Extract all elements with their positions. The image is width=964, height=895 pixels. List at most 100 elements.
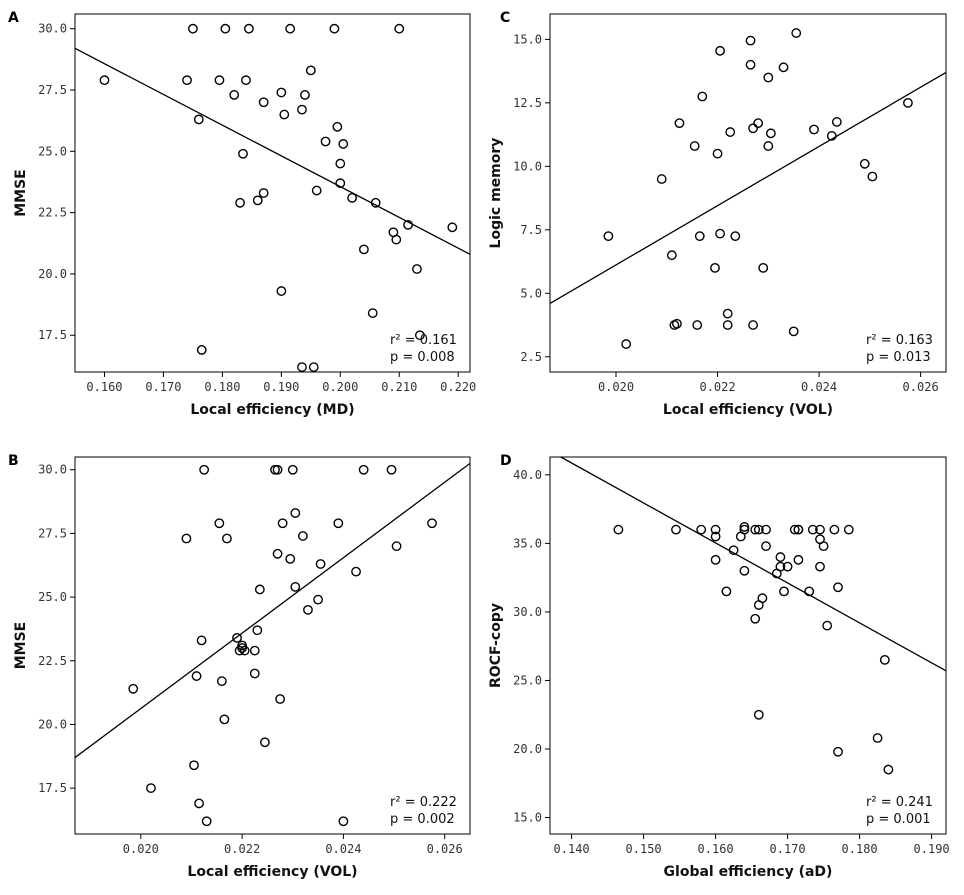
data-point bbox=[311, 185, 322, 196]
x-tick-label: 0.160 bbox=[86, 380, 122, 394]
data-point bbox=[403, 219, 413, 230]
data-point bbox=[765, 128, 776, 139]
x-tick-label: 0.020 bbox=[598, 380, 634, 394]
x-tick-label: 0.024 bbox=[325, 842, 361, 856]
data-point bbox=[710, 263, 720, 273]
data-point bbox=[194, 798, 204, 809]
data-point bbox=[235, 197, 245, 208]
y-tick-label: 2.5 bbox=[520, 350, 542, 364]
x-tick-label: 0.150 bbox=[626, 842, 662, 856]
data-point bbox=[710, 524, 721, 535]
data-point bbox=[196, 345, 207, 355]
data-point bbox=[692, 320, 703, 330]
data-point bbox=[750, 613, 761, 624]
data-point bbox=[320, 136, 331, 147]
data-point bbox=[712, 148, 723, 159]
data-point bbox=[831, 117, 842, 127]
panel-label: A bbox=[8, 10, 19, 26]
data-point bbox=[300, 90, 310, 100]
panel-label: C bbox=[500, 10, 510, 26]
p-value-label: p = 0.001 bbox=[866, 812, 931, 827]
data-point bbox=[182, 75, 192, 86]
data-point bbox=[191, 671, 202, 681]
p-value-label: p = 0.013 bbox=[866, 350, 931, 365]
data-point bbox=[447, 222, 458, 233]
data-point bbox=[739, 565, 750, 576]
data-point bbox=[775, 561, 786, 572]
data-point bbox=[674, 118, 685, 129]
x-tick-label: 0.180 bbox=[842, 842, 878, 856]
data-point bbox=[778, 62, 789, 73]
y-tick-label: 12.5 bbox=[513, 96, 542, 110]
data-point bbox=[788, 326, 799, 337]
data-point bbox=[789, 524, 800, 535]
x-axis-label: Local efficiency (VOL) bbox=[663, 402, 833, 418]
regression-line bbox=[74, 462, 471, 759]
x-tick-label: 0.180 bbox=[204, 380, 240, 394]
data-point bbox=[220, 23, 231, 34]
data-point bbox=[745, 59, 756, 70]
data-point bbox=[427, 518, 437, 529]
data-point bbox=[763, 72, 774, 83]
data-point bbox=[671, 524, 681, 535]
data-point bbox=[666, 250, 677, 261]
data-point bbox=[297, 104, 307, 115]
y-tick-label: 17.5 bbox=[38, 328, 67, 342]
data-point bbox=[249, 645, 260, 656]
data-point bbox=[815, 561, 825, 572]
data-point bbox=[722, 308, 733, 319]
data-point bbox=[338, 816, 349, 827]
data-point bbox=[391, 234, 402, 245]
data-point bbox=[689, 141, 700, 151]
data-point bbox=[386, 464, 397, 475]
y-axis-label: MMSE bbox=[13, 622, 29, 670]
x-tick-label: 0.026 bbox=[903, 380, 939, 394]
plot-frame bbox=[549, 13, 947, 373]
panel-d: D 15.0 20.0 25.0 30.0 35.0 40.0 0.140 0.150 0.160… bbox=[488, 453, 950, 880]
data-point bbox=[199, 464, 210, 475]
data-point bbox=[239, 645, 250, 656]
x-tick-label: 0.190 bbox=[263, 380, 299, 394]
data-point bbox=[739, 524, 750, 535]
data-point bbox=[305, 65, 316, 76]
p-value-label: p = 0.008 bbox=[390, 350, 455, 365]
data-point bbox=[872, 733, 883, 743]
data-point bbox=[128, 683, 139, 694]
data-point bbox=[258, 188, 269, 198]
x-axis-label: Global efficiency (aD) bbox=[664, 864, 833, 880]
data-point bbox=[829, 524, 840, 535]
data-point bbox=[222, 533, 232, 544]
x-tick-label: 0.210 bbox=[381, 380, 417, 394]
data-point bbox=[290, 508, 301, 518]
data-point bbox=[761, 524, 771, 535]
data-point bbox=[347, 193, 357, 203]
data-point bbox=[394, 23, 405, 34]
y-tick-label: 10.0 bbox=[513, 159, 542, 173]
data-point bbox=[214, 75, 225, 86]
data-point bbox=[745, 35, 756, 46]
y-axis-label: MMSE bbox=[13, 169, 29, 217]
data-point bbox=[721, 586, 732, 597]
data-point bbox=[722, 320, 733, 330]
regression-line bbox=[560, 456, 947, 672]
data-point bbox=[287, 464, 298, 475]
data-point bbox=[241, 75, 251, 86]
data-point bbox=[715, 45, 725, 56]
data-point bbox=[715, 228, 725, 239]
data-point bbox=[748, 123, 758, 134]
data-point bbox=[822, 620, 833, 631]
data-point bbox=[694, 231, 705, 242]
data-point bbox=[99, 75, 110, 86]
panel-label: D bbox=[500, 453, 512, 469]
data-point bbox=[216, 676, 227, 687]
data-point bbox=[238, 148, 248, 159]
regression-line bbox=[549, 71, 947, 305]
data-point bbox=[753, 709, 764, 720]
data-point bbox=[290, 582, 301, 592]
data-point bbox=[779, 586, 789, 597]
data-point bbox=[272, 464, 283, 475]
y-tick-label: 5.0 bbox=[520, 286, 542, 300]
y-tick-label: 27.5 bbox=[38, 83, 67, 97]
data-point bbox=[753, 524, 764, 535]
x-tick-label: 0.170 bbox=[145, 380, 181, 394]
